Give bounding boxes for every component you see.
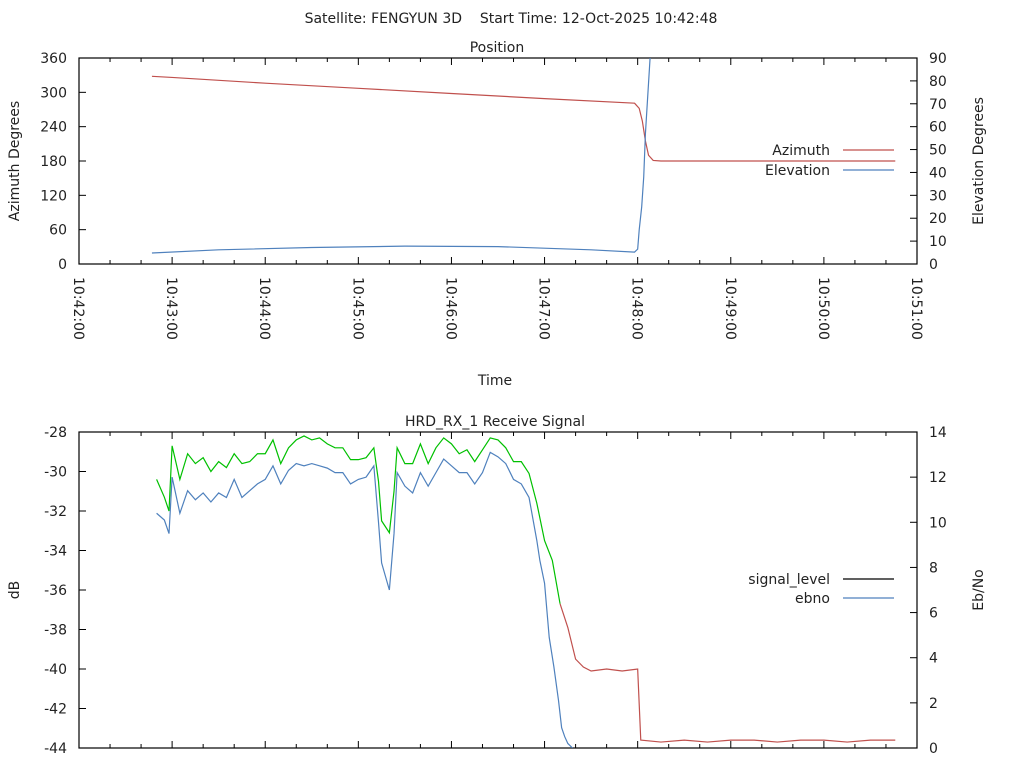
y-tick-label: 360: [40, 51, 67, 67]
y2-tick-label: 20: [929, 211, 947, 227]
legend-label: Azimuth: [772, 143, 830, 159]
y-tick-label: -36: [44, 583, 67, 599]
x-tick-label: 10:50:00: [815, 277, 831, 340]
elevation-line: [151, 58, 651, 254]
y-tick-label: 300: [40, 85, 67, 101]
x-tick-label: 10:42:00: [70, 277, 86, 340]
y-axis-label: Azimuth Degrees: [7, 101, 23, 221]
y2-tick-label: 60: [929, 120, 947, 136]
signal-level-line-unlocked: [559, 603, 896, 743]
azimuth-line: [151, 75, 896, 162]
y-tick-label: 60: [49, 223, 67, 239]
page-title: Satellite: FENGYUN 3D Start Time: 12-Oct…: [305, 11, 718, 27]
x-tick-label: 10:48:00: [629, 277, 645, 340]
y2-tick-label: 0: [929, 741, 938, 757]
signal-level-line: [156, 435, 561, 604]
y2-tick-label: 50: [929, 143, 947, 159]
x-tick-label: 10:45:00: [349, 277, 365, 340]
y-tick-label: -30: [44, 465, 67, 481]
y2-axis-label: Elevation Degrees: [971, 97, 987, 225]
y-tick-label: -44: [44, 741, 67, 757]
position-chart: Position Azimuth Degrees Elevation Degre…: [7, 40, 987, 389]
y2-tick-label: 30: [929, 188, 947, 204]
x-tick-label: 10:44:00: [256, 277, 272, 340]
ebno-line: [156, 451, 573, 748]
y-tick-label: 180: [40, 154, 67, 170]
y-tick-label: -34: [44, 544, 67, 560]
legend-label: ebno: [795, 591, 830, 607]
x-tick-label: 10:47:00: [536, 277, 552, 340]
x-tick-label: 10:49:00: [722, 277, 738, 340]
y2-tick-label: 2: [929, 696, 938, 712]
y-tick-label: -40: [44, 662, 67, 678]
x-axis-label: Time: [477, 373, 512, 389]
y2-tick-label: 10: [929, 515, 947, 531]
y-axis-label: dB: [7, 581, 23, 600]
chart-title: HRD_RX_1 Receive Signal: [405, 414, 585, 430]
x-tick-label: 10:43:00: [163, 277, 179, 340]
receive-signal-chart: HRD_RX_1 Receive Signal dB Eb/No -44 -42 -…: [7, 414, 987, 757]
y2-tick-label: 6: [929, 606, 938, 622]
y2-tick-label: 70: [929, 97, 947, 113]
y2-tick-label: 8: [929, 560, 938, 576]
y-tick-label: 240: [40, 120, 67, 136]
y2-axis-label: Eb/No: [971, 569, 987, 611]
y2-tick-label: 80: [929, 74, 947, 90]
x-tick-label: 10:51:00: [908, 277, 924, 340]
y2-tick-label: 40: [929, 165, 947, 181]
y2-tick-label: 90: [929, 51, 947, 67]
x-tick-label: 10:46:00: [442, 277, 458, 340]
y-tick-label: -42: [44, 702, 67, 718]
y-tick-label: 0: [58, 257, 67, 273]
y2-tick-label: 4: [929, 651, 938, 667]
legend-label: Elevation: [765, 163, 830, 179]
y2-tick-label: 10: [929, 234, 947, 250]
y-tick-label: -32: [44, 504, 67, 520]
y2-tick-label: 12: [929, 470, 947, 486]
plot-frame: [78, 431, 918, 749]
y-tick-label: 120: [40, 188, 67, 204]
y2-tick-label: 14: [929, 425, 947, 441]
y-tick-label: -28: [44, 425, 67, 441]
chart-title: Position: [470, 40, 525, 56]
y2-tick-label: 0: [929, 257, 938, 273]
y-tick-label: -38: [44, 623, 67, 639]
legend-label: signal_level: [748, 572, 830, 588]
